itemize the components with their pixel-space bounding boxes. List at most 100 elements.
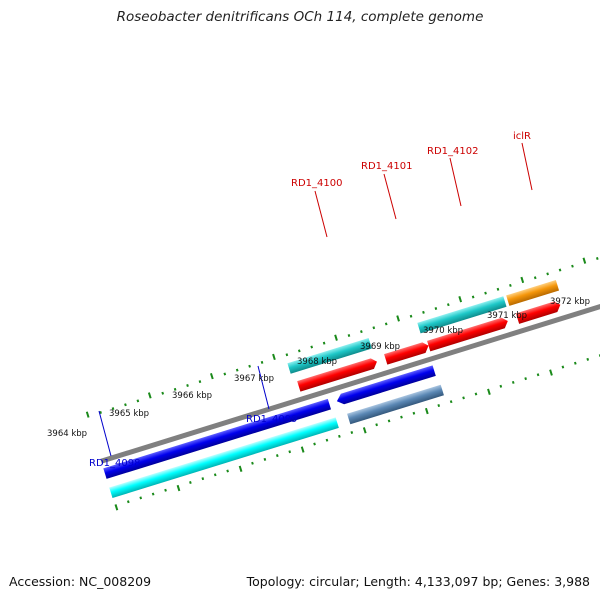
minor-tick xyxy=(263,457,267,461)
cds-iclr xyxy=(515,301,561,324)
outer-ticks xyxy=(85,257,599,418)
minor-tick xyxy=(558,268,562,272)
minor-tick xyxy=(384,322,388,326)
minor-tick xyxy=(474,392,478,396)
cds-rd1-4099 xyxy=(336,365,436,405)
minor-tick xyxy=(126,500,130,504)
minor-tick xyxy=(372,326,376,330)
minor-tick xyxy=(235,368,239,372)
cds-rd1-4101 xyxy=(384,342,429,365)
minor-tick xyxy=(226,469,229,473)
tick-label: 3964 kbp xyxy=(47,429,87,439)
minor-tick xyxy=(446,303,450,307)
minor-tick xyxy=(213,473,217,477)
tick-label: 3968 kbp xyxy=(297,357,337,367)
major-tick xyxy=(487,388,491,395)
gene-rd1-4099 xyxy=(347,384,444,425)
minor-tick xyxy=(139,496,143,500)
major-tick xyxy=(238,465,243,472)
minor-tick xyxy=(546,272,549,276)
minor-tick xyxy=(462,396,465,400)
minor-tick xyxy=(400,415,403,419)
minor-tick xyxy=(409,314,413,318)
kbp-labels: 3964 kbp 3965 kbp 3966 kbp 3967 kbp 3968… xyxy=(47,297,590,439)
gene-label-iclr: iclR xyxy=(513,131,531,142)
major-tick xyxy=(85,411,90,418)
minor-tick xyxy=(111,407,115,411)
minor-tick xyxy=(288,450,292,454)
minor-tick xyxy=(223,372,227,376)
major-tick xyxy=(396,315,400,322)
major-tick xyxy=(549,369,553,376)
minor-tick xyxy=(350,430,354,434)
tick-label: 3972 kbp xyxy=(550,297,590,307)
major-tick xyxy=(210,372,214,380)
minor-tick xyxy=(198,380,202,384)
major-tick xyxy=(147,392,152,399)
minor-tick xyxy=(189,481,192,485)
minor-tick xyxy=(536,373,540,377)
minor-tick xyxy=(161,391,165,395)
cds-rd1-4102 xyxy=(427,317,508,352)
minor-tick xyxy=(499,384,503,388)
major-tick xyxy=(176,484,181,492)
major-tick xyxy=(582,257,587,264)
minor-tick xyxy=(136,399,140,403)
major-tick xyxy=(114,504,119,511)
gene-rd1-4102 xyxy=(417,296,507,334)
gene-labels: RD1_4100 RD1_4101 RD1_4102 iclR RD1_4099… xyxy=(89,131,531,469)
minor-tick xyxy=(275,454,279,458)
map-title: Roseobacter denitrificans OCh 114, compl… xyxy=(116,9,484,25)
gene-iclr xyxy=(506,279,560,306)
minor-tick xyxy=(422,310,425,314)
minor-tick xyxy=(360,330,363,334)
cds-rd1-4100 xyxy=(297,358,377,392)
major-tick xyxy=(424,407,429,415)
minor-tick xyxy=(322,341,326,345)
tick-label: 3966 kbp xyxy=(172,391,212,401)
minor-tick xyxy=(484,291,487,295)
gene-label-rd1-4099: RD1_4099 xyxy=(246,414,297,425)
minor-tick xyxy=(173,387,177,391)
minor-tick xyxy=(586,357,590,361)
minor-tick xyxy=(251,461,254,465)
gene-label-rd1-4100: RD1_4100 xyxy=(291,178,342,189)
accession-text: Accession: NC_008209 xyxy=(9,574,152,589)
minor-tick xyxy=(598,354,600,357)
minor-tick xyxy=(471,295,475,299)
major-tick xyxy=(272,353,276,361)
cds-rd1-4098 xyxy=(103,398,332,479)
tick-label: 3969 kbp xyxy=(360,342,400,352)
minor-tick xyxy=(124,403,127,407)
minor-tick xyxy=(412,411,416,415)
minor-tick xyxy=(297,349,301,353)
minor-tick xyxy=(524,377,527,381)
minor-tick xyxy=(347,333,351,337)
minor-tick xyxy=(387,419,391,423)
minor-tick xyxy=(511,380,515,384)
minor-tick xyxy=(509,283,512,287)
major-tick xyxy=(362,427,367,434)
major-tick xyxy=(458,296,463,303)
tick-label: 3970 kbp xyxy=(423,326,463,336)
minor-tick xyxy=(437,404,441,408)
minor-tick xyxy=(533,276,537,280)
minor-tick xyxy=(434,307,438,311)
minor-tick xyxy=(449,400,453,404)
gene-label-rd1-4101: RD1_4101 xyxy=(361,161,412,172)
minor-tick xyxy=(561,365,565,369)
inner-ticks xyxy=(114,354,600,511)
minor-tick xyxy=(571,264,574,268)
minor-tick xyxy=(338,434,341,438)
minor-tick xyxy=(186,384,189,387)
genome-backbone xyxy=(100,233,600,464)
tick-label: 3971 kbp xyxy=(487,311,527,321)
minor-tick xyxy=(325,438,329,442)
major-tick xyxy=(520,276,525,284)
minor-tick xyxy=(313,442,316,446)
minor-tick xyxy=(260,360,264,364)
gene-label-rd1-4098: RD1_4098 xyxy=(89,458,140,469)
minor-tick xyxy=(164,488,167,492)
callout-lines xyxy=(98,142,533,457)
